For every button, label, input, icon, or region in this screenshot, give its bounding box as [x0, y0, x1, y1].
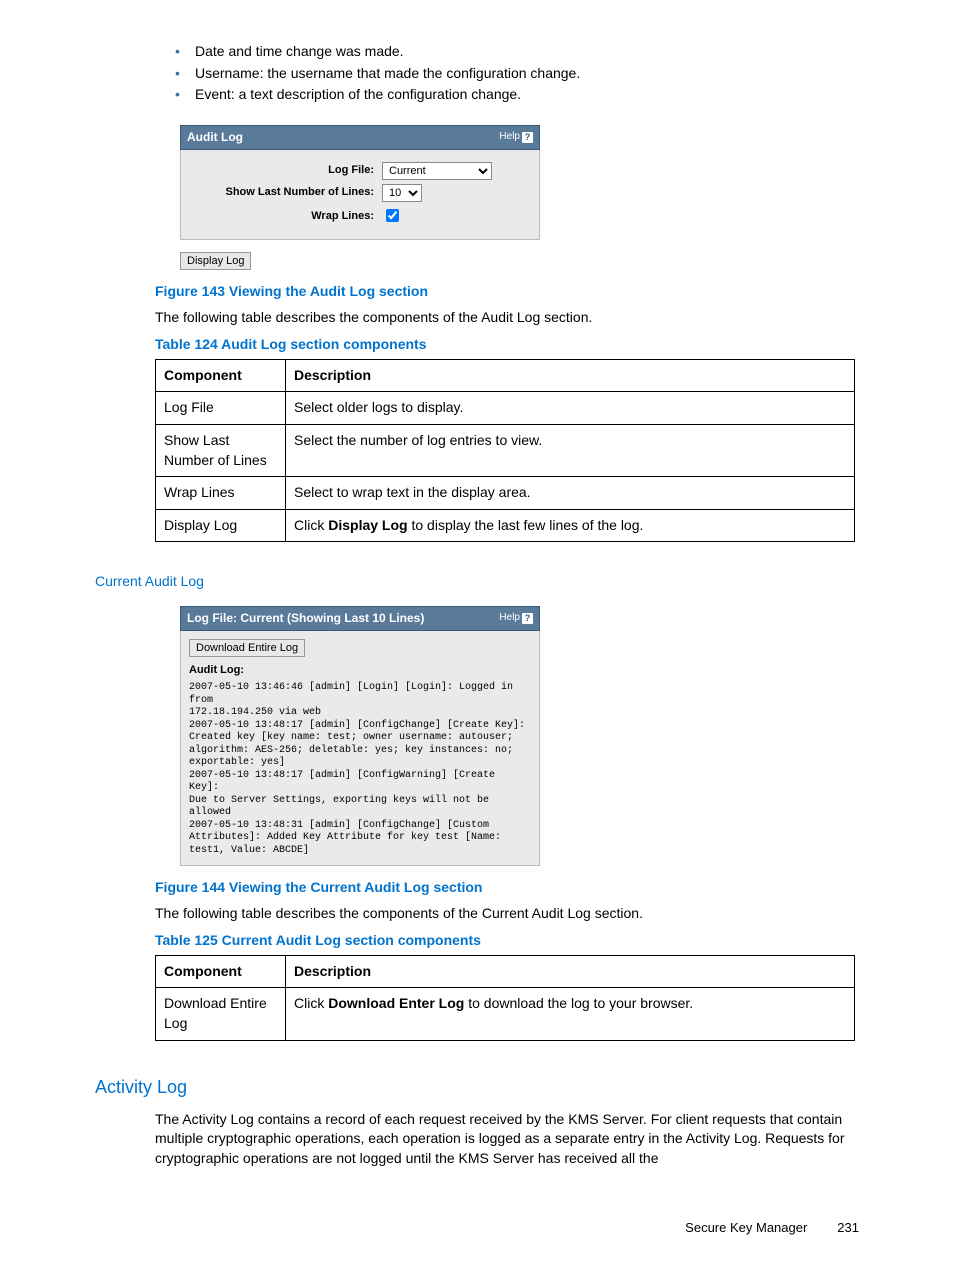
bullet-item: Username: the username that made the con…: [175, 64, 859, 84]
bullet-text: Username: the username that made the con…: [195, 65, 580, 81]
audit-log-panel: Audit Log Help ? Log File: Current Show …: [180, 125, 859, 240]
log-file-select[interactable]: Current: [382, 162, 492, 180]
table-cell: Download Entire Log: [156, 988, 286, 1040]
panel-title: Log File: Current (Showing Last 10 Lines…: [187, 610, 424, 627]
table-124: Component Description Log File Select ol…: [155, 359, 855, 543]
panel-header: Audit Log Help ?: [180, 125, 540, 150]
help-label: Help: [499, 611, 520, 625]
table-125: Component Description Download Entire Lo…: [155, 955, 855, 1041]
table-row: Wrap Lines Select to wrap text in the di…: [156, 477, 855, 510]
table-header: Description: [286, 359, 855, 392]
bullet-text: Event: a text description of the configu…: [195, 86, 521, 102]
footer-page-number: 231: [837, 1219, 859, 1237]
figure-144-text: The following table describes the compon…: [155, 904, 859, 924]
table-cell: Wrap Lines: [156, 477, 286, 510]
table-header: Description: [286, 955, 855, 988]
table-cell: Display Log: [156, 509, 286, 542]
table-cell: Log File: [156, 392, 286, 425]
wrap-lines-label: Wrap Lines:: [189, 209, 382, 224]
help-link[interactable]: Help ?: [499, 611, 533, 625]
table-header: Component: [156, 359, 286, 392]
activity-log-paragraph: The Activity Log contains a record of ea…: [155, 1110, 859, 1169]
intro-bullets: Date and time change was made. Username:…: [95, 42, 859, 105]
show-last-label: Show Last Number of Lines:: [189, 185, 382, 200]
table-row: Show Last Number of Lines Select the num…: [156, 424, 855, 476]
download-entire-log-button[interactable]: Download Entire Log: [189, 639, 305, 657]
bullet-text: Date and time change was made.: [195, 43, 404, 59]
figure-144-caption: Figure 144 Viewing the Current Audit Log…: [155, 878, 859, 898]
help-link[interactable]: Help ?: [499, 130, 533, 144]
display-log-button[interactable]: Display Log: [180, 252, 251, 270]
panel-header: Log File: Current (Showing Last 10 Lines…: [180, 606, 540, 631]
table-cell: Select the number of log entries to view…: [286, 424, 855, 476]
figure-143-text: The following table describes the compon…: [155, 308, 859, 328]
table-cell: Click Display Log to display the last fe…: [286, 509, 855, 542]
table-cell: Select older logs to display.: [286, 392, 855, 425]
audit-log-text: 2007-05-10 13:46:46 [admin] [Login] [Log…: [189, 682, 531, 857]
wrap-lines-checkbox[interactable]: [386, 209, 399, 222]
help-icon: ?: [522, 132, 533, 143]
table-header: Component: [156, 955, 286, 988]
help-icon: ?: [522, 613, 533, 624]
activity-log-heading: Activity Log: [95, 1075, 859, 1100]
panel-body: Log File: Current Show Last Number of Li…: [180, 150, 540, 240]
log-file-panel: Log File: Current (Showing Last 10 Lines…: [180, 606, 859, 866]
table-row: Download Entire Log Click Download Enter…: [156, 988, 855, 1040]
help-label: Help: [499, 130, 520, 144]
audit-log-label: Audit Log:: [189, 664, 244, 676]
table-124-caption: Table 124 Audit Log section components: [155, 335, 859, 355]
show-last-select[interactable]: 10: [382, 184, 422, 202]
table-cell: Click Download Enter Log to download the…: [286, 988, 855, 1040]
panel-body: Download Entire Log Audit Log: 2007-05-1…: [180, 631, 540, 866]
bullet-item: Event: a text description of the configu…: [175, 85, 859, 105]
table-125-caption: Table 125 Current Audit Log section comp…: [155, 931, 859, 951]
bullet-item: Date and time change was made.: [175, 42, 859, 62]
table-row: Display Log Click Display Log to display…: [156, 509, 855, 542]
figure-143-caption: Figure 143 Viewing the Audit Log section: [155, 282, 859, 302]
table-row: Log File Select older logs to display.: [156, 392, 855, 425]
table-cell: Select to wrap text in the display area.: [286, 477, 855, 510]
current-audit-log-heading: Current Audit Log: [95, 572, 859, 592]
log-file-label: Log File:: [189, 163, 382, 178]
page-footer: Secure Key Manager 231: [95, 1219, 859, 1237]
panel-title: Audit Log: [187, 129, 243, 146]
footer-title: Secure Key Manager: [685, 1219, 807, 1237]
table-cell: Show Last Number of Lines: [156, 424, 286, 476]
